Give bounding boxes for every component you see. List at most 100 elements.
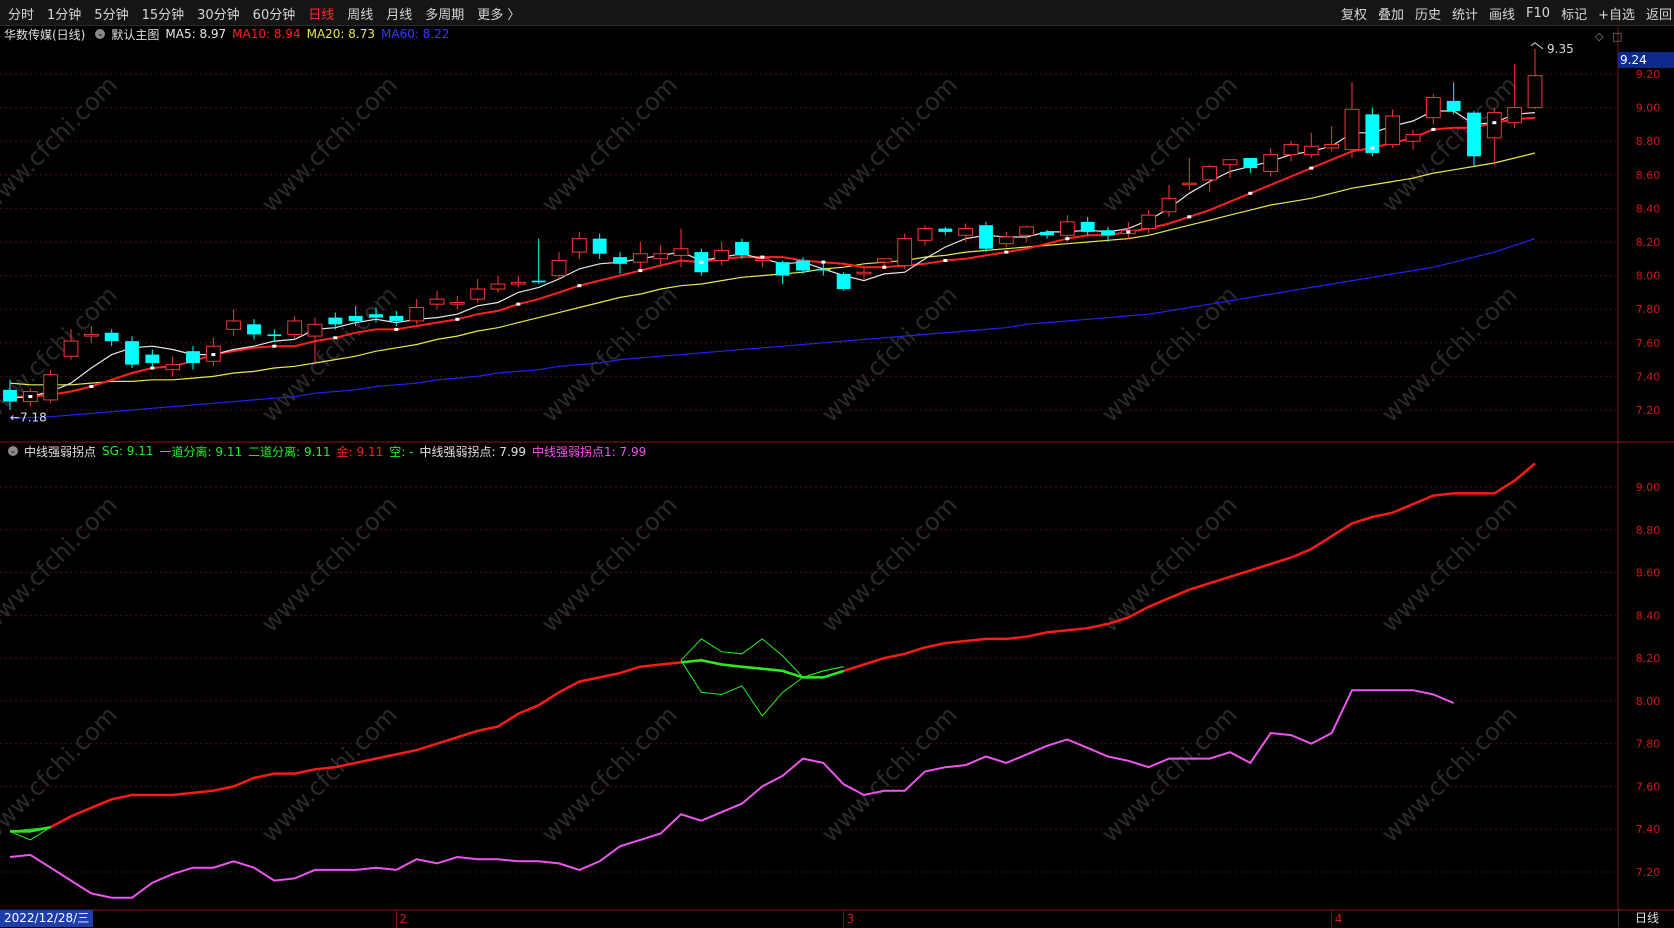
candle-body-down [328, 317, 343, 325]
collapse-icon[interactable]: ⌄ [95, 29, 106, 39]
candle-body-up [1263, 154, 1279, 172]
tool-button-7[interactable]: +自选 [1598, 7, 1635, 23]
sub-y-tick: 8.20 [1636, 652, 1661, 665]
tool-button-1[interactable]: 叠加 [1377, 7, 1404, 23]
period-tab-0[interactable]: 分时 [8, 7, 35, 23]
main-y-tick: 7.60 [1636, 337, 1661, 350]
sub-y-tick: 8.40 [1636, 609, 1661, 622]
ma10-marker [1065, 237, 1070, 241]
main-y-tick: 9.00 [1636, 102, 1661, 115]
period-tab-3[interactable]: 15分钟 [141, 7, 185, 23]
candle-body-down [145, 354, 160, 363]
tool-button-3[interactable]: 统计 [1452, 7, 1479, 23]
period-tab-9[interactable]: 多周期 [425, 7, 465, 23]
ma60-line [9, 238, 1536, 419]
magenta-line [9, 689, 1455, 899]
period-tab-2[interactable]: 5分钟 [94, 7, 129, 23]
main-panel-bg [0, 26, 1618, 442]
candle-body-down [613, 257, 627, 264]
ma10-marker [1370, 146, 1375, 150]
candle-body-down [1467, 112, 1481, 157]
period-tab-8[interactable]: 月线 [386, 7, 413, 23]
candle-body-up [653, 253, 669, 260]
tool-button-8[interactable]: 返回 [1645, 7, 1672, 23]
high-label: 9.35 [1547, 42, 1574, 56]
watermark-text: www.cfchi.com [1376, 701, 1523, 848]
candle-body-down [836, 273, 851, 290]
collapse-icon[interactable]: ⌄ [8, 446, 18, 456]
kong-value: 空: - [389, 444, 414, 459]
template-label[interactable]: 默认主图 [111, 27, 160, 42]
candle-body-up [470, 288, 486, 300]
watermark-text: www.cfchi.com [536, 701, 683, 848]
candle-body-down [979, 225, 993, 249]
indicator-name[interactable]: 中线强弱拐点 [24, 444, 97, 459]
cursor-date: 2022/12/28/三 [0, 910, 94, 927]
ma10-marker [1248, 191, 1253, 195]
candle-body-up [876, 258, 892, 263]
candle-body-up [307, 323, 323, 337]
tool-button-4[interactable]: 画线 [1489, 7, 1516, 23]
main-y-tick: 8.60 [1636, 169, 1661, 182]
main-y-tick: 7.40 [1636, 370, 1661, 383]
green-start-lower [9, 826, 51, 841]
candle-body-down [369, 314, 383, 318]
main-chart-header: 华数传媒(日线) ⌄ 默认主图 MA5: 8.97 MA10: 8.94 MA2… [4, 25, 455, 43]
watermark-text: www.cfchi.com [1096, 701, 1243, 848]
main-y-tick: 7.20 [1636, 404, 1661, 417]
ma10-marker [1187, 215, 1192, 219]
watermark-text: www.cfchi.com [816, 701, 963, 848]
ma10-marker [821, 260, 826, 264]
period-tab-7[interactable]: 周线 [347, 7, 374, 23]
ma10-marker [333, 336, 338, 340]
period-tab-5[interactable]: 60分钟 [252, 7, 296, 23]
candle-body-up [1141, 214, 1157, 230]
diamond-icon[interactable]: ◇ [1595, 30, 1604, 43]
period-tab-4[interactable]: 30分钟 [197, 7, 240, 23]
main-y-tick: 8.00 [1636, 270, 1661, 283]
tool-button-6[interactable]: 标记 [1561, 7, 1588, 23]
candle-body-down [592, 238, 607, 254]
candle-body-up [1019, 226, 1035, 236]
sg-value: SG: 9.11 [102, 444, 154, 458]
current-price-marker: 9.24 [1618, 52, 1674, 68]
tool-button-2[interactable]: 历史 [1414, 7, 1441, 23]
candle-body-down [1446, 100, 1461, 111]
candle-body-up [165, 364, 181, 371]
ma10-marker [89, 384, 94, 388]
candle-body-down [1040, 231, 1054, 236]
candle-body-up [1303, 145, 1319, 156]
month-label: 3 [847, 912, 855, 926]
ma10-marker [1431, 127, 1436, 131]
ma10-line [10, 116, 1536, 398]
tool-button-5[interactable]: F10 [1526, 5, 1551, 21]
period-label[interactable]: 日线 [1618, 910, 1674, 927]
candle-body-up [226, 320, 242, 330]
period-tab-6[interactable]: 日线 [308, 7, 335, 23]
ma10-marker [394, 327, 399, 331]
sg-green-start [10, 825, 51, 833]
ma10-marker [1492, 121, 1497, 125]
tool-button-0[interactable]: 复权 [1340, 7, 1367, 23]
main-y-tick: 9.20 [1636, 68, 1661, 81]
period-tab-10[interactable]: 更多 〉 [477, 7, 521, 23]
period-tab-1[interactable]: 1分钟 [47, 7, 82, 23]
ma10-marker [699, 260, 704, 264]
candle-body-up [287, 320, 303, 335]
main-y-tick: 7.80 [1636, 303, 1661, 316]
month-label: 4 [1335, 912, 1343, 926]
ma10-marker [1309, 166, 1314, 170]
ma10-marker [638, 269, 643, 273]
ma20-value: MA20: 8.73 [306, 27, 376, 41]
indicator-header: ⌄ 中线强弱拐点 SG: 9.11 一道分离: 9.11 二道分离: 9.11 … [4, 442, 652, 460]
candle-body-down [104, 332, 119, 342]
sub-y-tick: 7.40 [1636, 823, 1661, 836]
window-icon[interactable]: □ [1612, 30, 1623, 43]
sub-y-tick: 8.00 [1636, 695, 1661, 708]
ma5-value: MA5: 8.97 [165, 27, 227, 41]
candle-body-down [775, 262, 790, 276]
candle-body-up [551, 259, 567, 277]
toolbar: 分时 1分钟 5分钟 15分钟 30分钟 60分钟 日线 周线 月线 多周期 更多 〉 复权 叠加 历史… [0, 0, 1674, 26]
candle-body-up [1202, 165, 1218, 181]
